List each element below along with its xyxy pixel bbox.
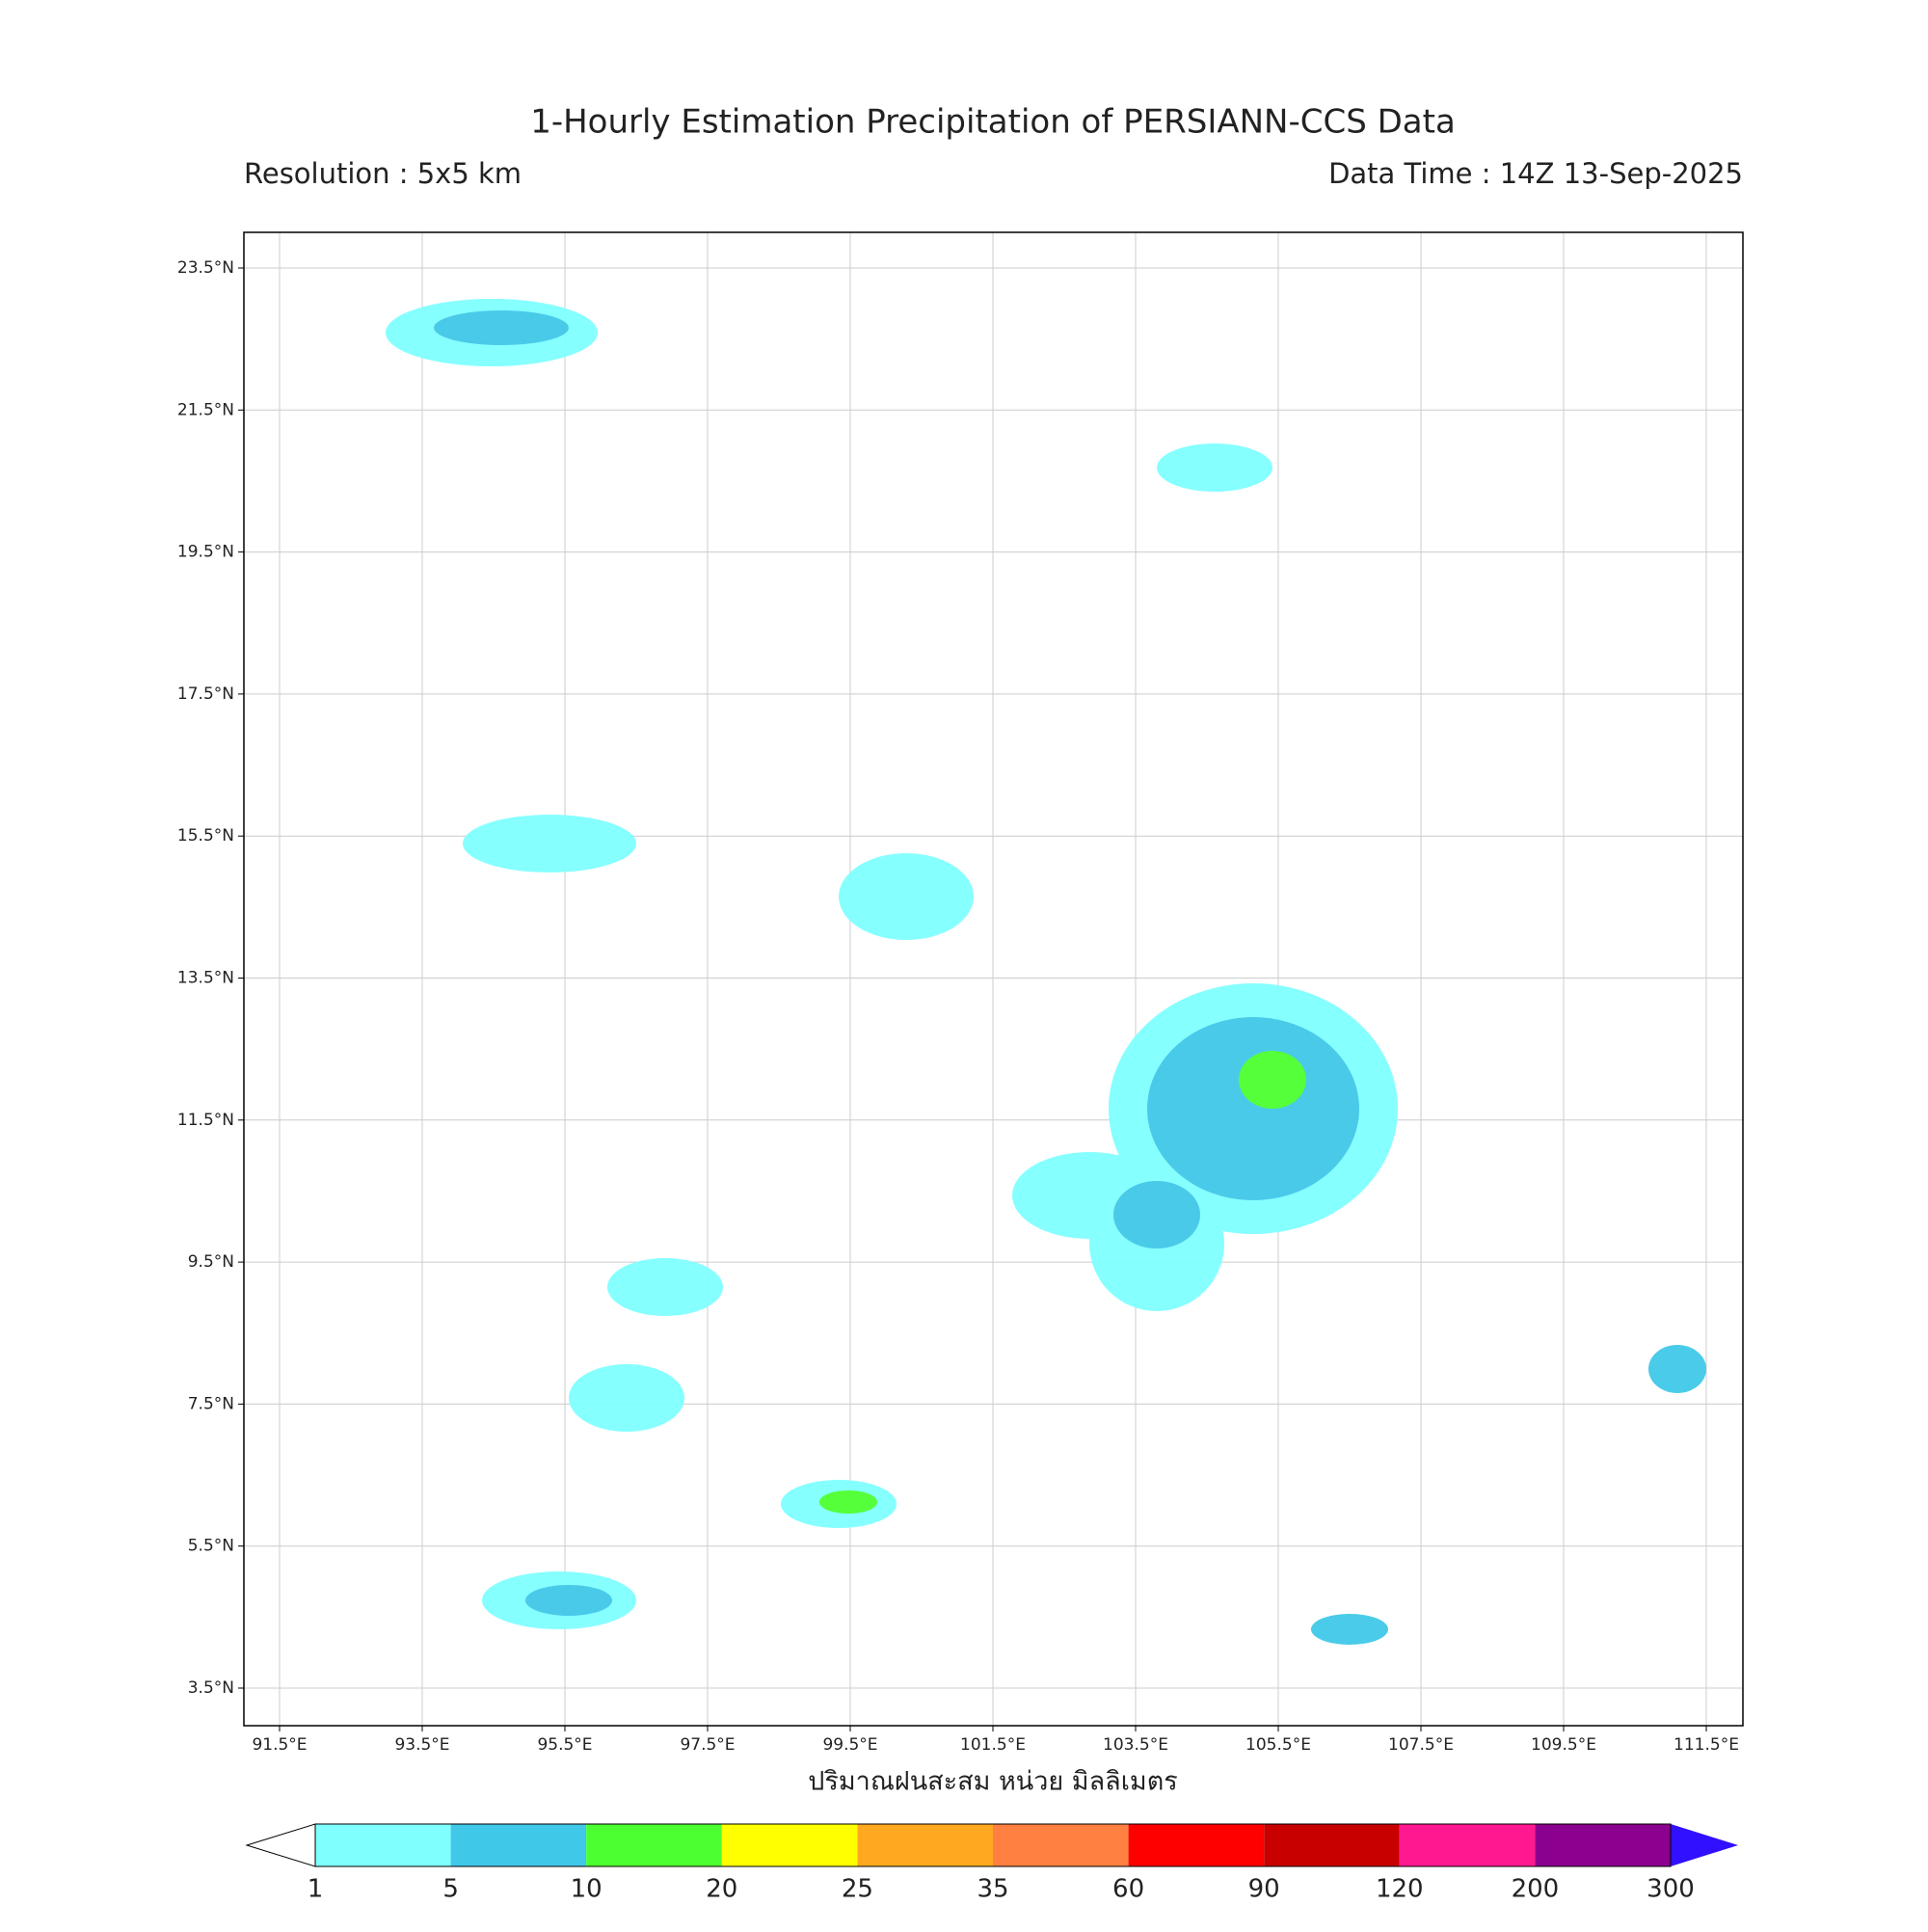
map-frame	[243, 231, 1744, 1727]
colorbar-label: 300	[1647, 1875, 1695, 1904]
lon-label: 97.5°E	[680, 1735, 735, 1755]
lon-label: 111.5°E	[1674, 1735, 1739, 1755]
colorbar-segment	[315, 1824, 451, 1866]
colorbar-extend-min	[245, 1823, 316, 1867]
colorbar-segment	[1399, 1824, 1536, 1866]
colorbar-extend-max	[1671, 1824, 1738, 1866]
colorbar-segment	[450, 1824, 587, 1866]
colorbar-outline	[314, 1823, 1672, 1867]
colorbar-segment	[993, 1824, 1129, 1866]
colorbar-label: 60	[1112, 1875, 1144, 1904]
lat-label: 21.5°N	[177, 400, 234, 419]
rain-area	[1311, 1614, 1388, 1645]
rain-area	[569, 1364, 684, 1432]
lon-label: 103.5°E	[1103, 1735, 1168, 1755]
lat-label: 17.5°N	[177, 684, 234, 704]
lat-label: 13.5°N	[177, 969, 234, 988]
colorbar-segment	[1264, 1824, 1400, 1866]
resolution: Resolution : 5x5 km	[244, 157, 522, 190]
grid: 91.5°E 93.5°E 95.5°E 97.5°E 99.5°E 101.5°E 103…	[177, 232, 1743, 1755]
colorbar-label: 120	[1376, 1875, 1424, 1904]
colorbar-label: 20	[706, 1875, 737, 1904]
lon-label: 99.5°E	[822, 1735, 877, 1755]
lat-label: 9.5°N	[188, 1252, 234, 1272]
x-label: ปริมาณฝนสะสม หน่วย มิลลิเมตร	[808, 1767, 1178, 1797]
colorbar-label: 35	[977, 1875, 1008, 1904]
colorbar-segment	[586, 1824, 722, 1866]
colorbar: 1 5 10 20 25 35 60 90 120 200 300	[245, 1823, 1738, 1904]
colorbar-label: 90	[1248, 1875, 1280, 1904]
rain-area	[434, 310, 569, 345]
rain-area	[1147, 1017, 1359, 1200]
colorbar-label: 25	[842, 1875, 873, 1904]
lon-label: 105.5°E	[1245, 1735, 1311, 1755]
rain-areas	[386, 299, 1706, 1645]
rain-area	[819, 1490, 877, 1514]
lat-label: 5.5°N	[188, 1537, 234, 1556]
lon-label: 107.5°E	[1388, 1735, 1454, 1755]
rain-area	[1157, 443, 1272, 492]
rain-area	[839, 853, 974, 940]
lat-label: 3.5°N	[188, 1678, 234, 1698]
lat-label: 19.5°N	[177, 543, 234, 562]
lon-label: 95.5°E	[537, 1735, 592, 1755]
rain-area	[607, 1258, 723, 1316]
colorbar-segment	[1535, 1824, 1671, 1866]
lat-label: 11.5°N	[177, 1111, 234, 1130]
lon-label: 109.5°E	[1531, 1735, 1596, 1755]
lat-label: 23.5°N	[177, 258, 234, 278]
colorbar-segment	[721, 1824, 858, 1866]
lon-label: 93.5°E	[394, 1735, 449, 1755]
colorbar-label: 10	[571, 1875, 602, 1904]
rain-area	[463, 815, 636, 872]
colorbar-label: 200	[1512, 1875, 1560, 1904]
lon-label: 101.5°E	[960, 1735, 1026, 1755]
title: 1-Hourly Estimation Precipitation of PER…	[530, 103, 1456, 142]
colorbar-label: 1	[308, 1875, 324, 1904]
rain-area	[525, 1585, 612, 1616]
data-time: Data Time : 14Z 13-Sep-2025	[1328, 157, 1743, 190]
lat-label: 15.5°N	[177, 826, 234, 845]
rain-area	[1239, 1051, 1306, 1109]
lon-label: 91.5°E	[252, 1735, 307, 1755]
colorbar-label: 5	[442, 1875, 459, 1904]
rain-area	[1648, 1345, 1706, 1393]
lat-label: 7.5°N	[188, 1394, 234, 1413]
colorbar-segment	[857, 1824, 993, 1866]
colorbar-segment	[1128, 1824, 1265, 1866]
rain-area	[1113, 1181, 1200, 1248]
